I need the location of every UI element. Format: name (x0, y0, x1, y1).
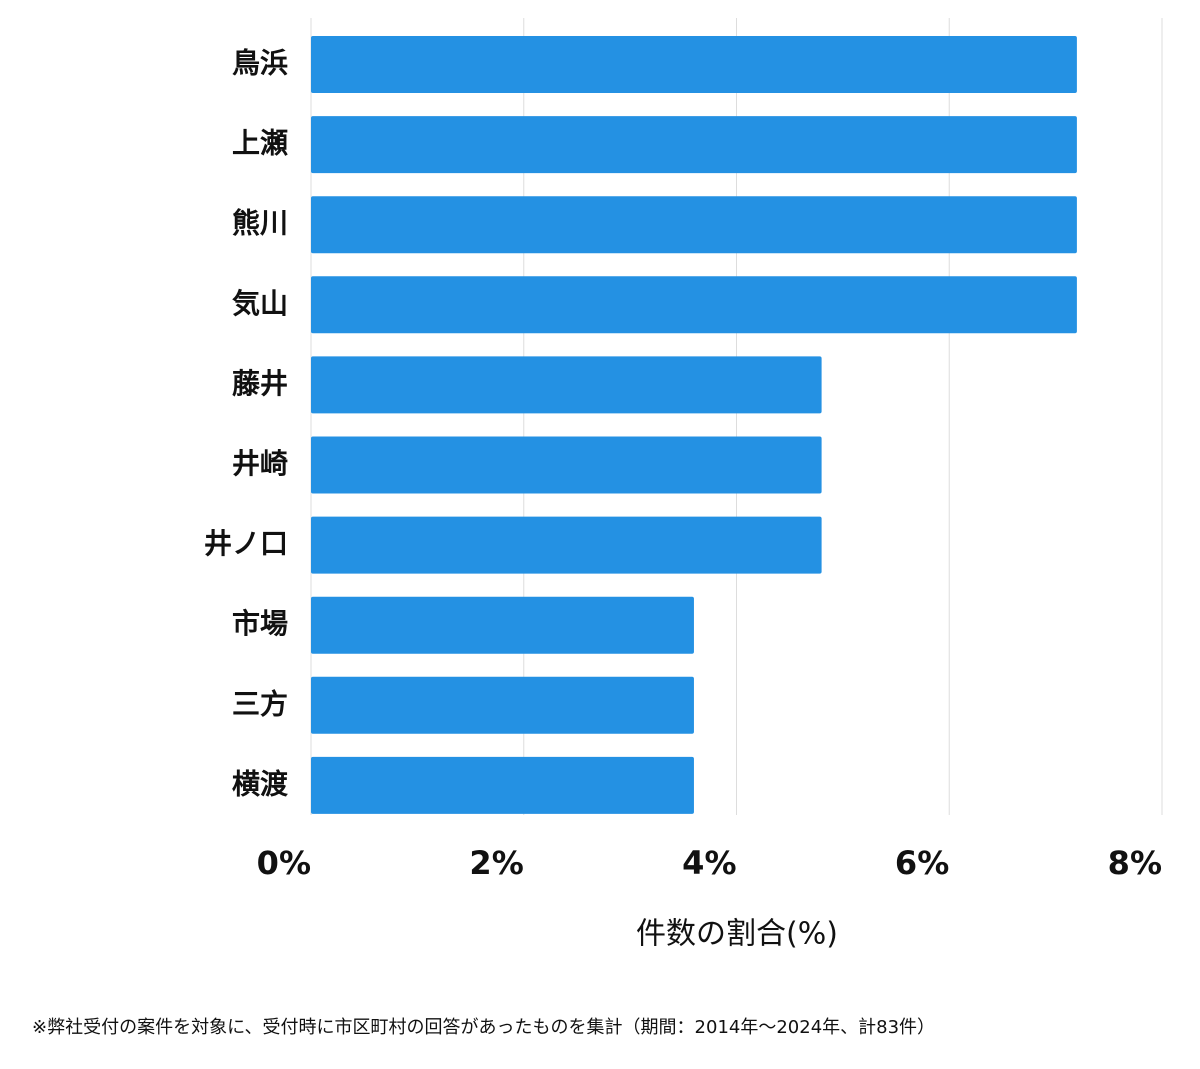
y-tick-label: 井ノ口 (204, 527, 288, 560)
y-tick-label: 三方 (232, 687, 288, 720)
x-tick-label: 0% (257, 844, 311, 882)
x-tick-label: 8% (1108, 844, 1162, 882)
bar (311, 516, 822, 574)
y-tick-label: 鳥浜 (232, 47, 288, 80)
x-tick-label: 6% (895, 844, 949, 882)
bar (311, 756, 694, 814)
y-tick-label: 藤井 (232, 367, 288, 400)
x-tick-label: 2% (469, 844, 523, 882)
y-tick-label: 気山 (232, 287, 288, 320)
bar (311, 676, 694, 734)
y-tick-label: 市場 (232, 607, 288, 640)
bar (311, 36, 1077, 93)
bar (311, 436, 822, 494)
y-tick-label: 上瀬 (232, 127, 288, 160)
y-tick-label: 横渡 (232, 767, 289, 800)
footnote: ※弊社受付の案件を対象に、受付時に市区町村の回答があったものを集計（期間：201… (32, 1017, 935, 1038)
bar (311, 196, 1077, 254)
y-tick-label: 井崎 (232, 447, 288, 480)
bar (311, 276, 1077, 334)
bar (311, 596, 694, 654)
x-axis-label: 件数の割合(%) (636, 917, 838, 952)
bar (311, 116, 1077, 174)
x-tick-label: 4% (682, 844, 736, 882)
bar (311, 356, 822, 414)
y-tick-label: 熊川 (232, 207, 288, 240)
